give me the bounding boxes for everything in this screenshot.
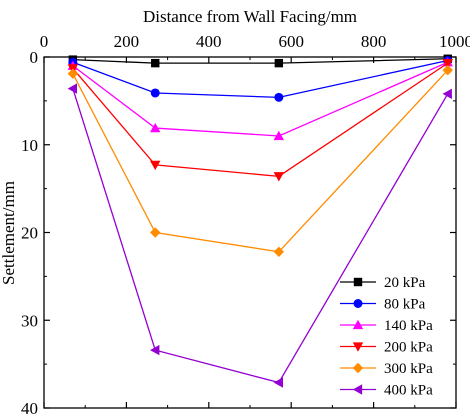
x-tick-label: 200 (114, 32, 140, 51)
x-tick-label: 800 (361, 32, 387, 51)
x-tick-label: 1000 (439, 32, 470, 51)
data-point-20-kpa (151, 58, 160, 68)
y-tick-label: 10 (21, 136, 38, 155)
y-tick-label: 20 (21, 224, 38, 243)
x-axis-title: Distance from Wall Facing/mm (143, 7, 357, 26)
legend-marker (352, 362, 364, 374)
series-line-140-kpa (72, 61, 449, 137)
data-point-300-kpa (273, 246, 285, 258)
legend-item-20-kpa: 20 kPa (340, 275, 426, 291)
data-point-200-kpa (150, 160, 161, 171)
legend-item-200-kpa: 200 kPa (340, 340, 433, 356)
legend-marker (353, 299, 363, 308)
data-point-80-kpa (150, 88, 160, 98)
legend-marker (352, 384, 363, 395)
data-point-200-kpa (273, 172, 285, 182)
data-point-140-kpa (150, 122, 161, 133)
data-point-300-kpa (442, 64, 453, 76)
data-point-300-kpa (150, 227, 161, 238)
series-line-300-kpa (72, 69, 449, 253)
series-line-80-kpa (72, 59, 448, 99)
data-point-400-kpa (150, 344, 160, 356)
legend-marker (353, 277, 363, 287)
y-tick-label: 0 (30, 48, 39, 67)
data-point-400-kpa (273, 377, 283, 388)
data-point-20-kpa (274, 58, 284, 68)
legend-item-80-kpa: 80 kPa (340, 297, 426, 313)
legend-item-300-kpa: 300 kPa (340, 361, 433, 377)
series-line-400-kpa (72, 88, 449, 384)
data-point-200-kpa (442, 58, 453, 69)
data-point-80-kpa (274, 92, 284, 102)
data-point-400-kpa (442, 88, 452, 100)
series-line-20-kpa (72, 58, 448, 64)
data-point-300-kpa (67, 68, 79, 79)
y-axis-title: Settlement/mm (0, 181, 18, 285)
legend-label: 20 kPa (384, 275, 426, 291)
legend-item-400-kpa: 400 kPa (340, 383, 433, 399)
x-tick-label: 600 (278, 32, 304, 51)
x-tick-label: 0 (40, 32, 49, 51)
legend-label: 300 kPa (384, 361, 433, 377)
y-tick-label: 30 (21, 311, 38, 330)
legend-label: 400 kPa (384, 383, 433, 399)
legend-label: 200 kPa (384, 340, 433, 356)
legend-marker (352, 342, 364, 352)
series-line-200-kpa (72, 62, 449, 178)
y-tick-label: 40 (21, 399, 38, 414)
legend-label: 140 kPa (384, 318, 433, 334)
legend-item-140-kpa: 140 kPa (340, 318, 433, 334)
x-tick-label: 400 (196, 32, 222, 51)
data-point-400-kpa (67, 83, 77, 94)
legend-marker (352, 319, 364, 330)
data-point-140-kpa (273, 130, 285, 141)
legend-label: 80 kPa (384, 297, 426, 313)
